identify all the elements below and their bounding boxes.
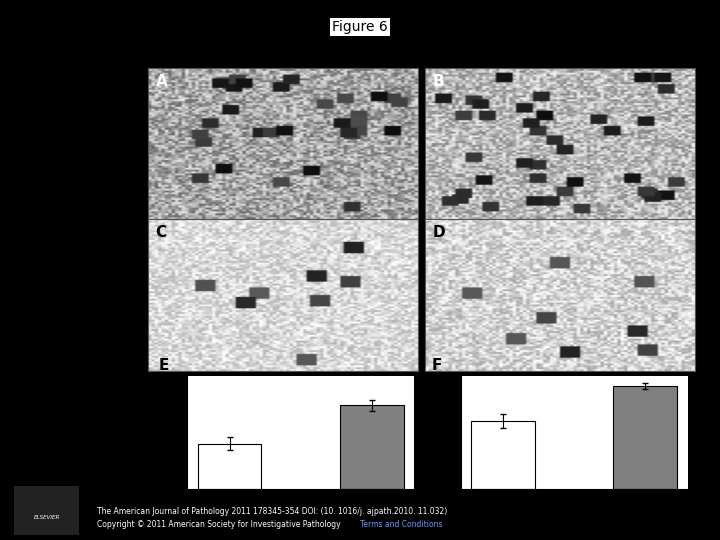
Text: The American Journal of Pathology 2011 178345-354 DOI: (10. 1016/j. ajpath.2010.: The American Journal of Pathology 2011 1… [97, 508, 447, 516]
Text: F: F [432, 359, 442, 374]
Bar [197, 444, 261, 489]
Text: Copyright © 2011 American Society for Investigative Pathology: Copyright © 2011 American Society for In… [97, 521, 343, 529]
Text: D: D [433, 225, 446, 240]
Text: E: E [158, 359, 168, 374]
Text: C: C [156, 225, 167, 240]
Y-axis label: BrdU label index: BrdU label index [148, 397, 156, 467]
Text: ELSEVIER: ELSEVIER [34, 515, 60, 520]
Text: Figure 6: Figure 6 [332, 20, 388, 34]
Text: A: A [156, 73, 168, 89]
Bar [471, 421, 535, 489]
Text: Terms and Conditions: Terms and Conditions [360, 521, 443, 529]
Bar [340, 406, 404, 489]
Y-axis label: Number of apoptotic
cells per 0.25mm²: Number of apoptotic cells per 0.25mm² [415, 389, 435, 476]
Bar [613, 386, 678, 489]
Text: B: B [433, 73, 444, 89]
